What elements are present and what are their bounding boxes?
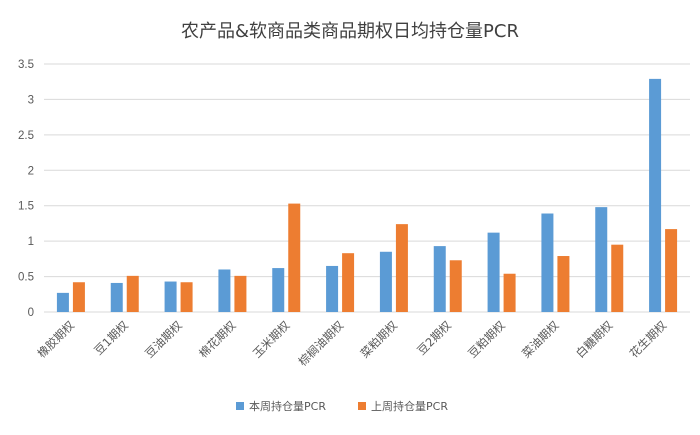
y-tick-label: 2.5: [18, 130, 34, 142]
y-tick-label: 1: [28, 236, 34, 248]
bar-this-week: [379, 251, 392, 312]
y-tick-label: 0.5: [18, 272, 34, 284]
bar-last-week: [234, 275, 247, 312]
x-category-label: 豆粕期权: [465, 318, 508, 361]
x-category-label: 白糖期权: [573, 318, 616, 361]
bar-last-week: [126, 275, 139, 312]
y-axis-ticks: 0 0.5 1 1.5 2 2.5 3 3.5: [18, 59, 34, 319]
y-tick-label: 3.5: [18, 59, 34, 71]
y-tick-label: 1.5: [18, 201, 34, 213]
x-category-label: 豆1期权: [91, 318, 131, 358]
bar-last-week: [342, 253, 355, 312]
bar-last-week: [449, 260, 462, 312]
bar-this-week: [541, 213, 554, 312]
bars: [56, 78, 678, 312]
bar-this-week: [433, 246, 446, 312]
x-category-label: 菜油期权: [519, 318, 562, 361]
bar-last-week: [288, 203, 301, 312]
chart-title: 农产品&软商品类商品期权日均持仓量PCR: [181, 21, 519, 42]
bar-last-week: [611, 244, 624, 312]
bar-this-week: [56, 292, 69, 312]
y-tick-label: 0: [28, 307, 34, 319]
bar-this-week: [272, 268, 285, 312]
bar-this-week: [164, 281, 177, 312]
bar-this-week: [218, 269, 231, 312]
bar-this-week: [487, 232, 500, 312]
legend: 本周持仓量PCR 上周持仓量PCR: [236, 399, 448, 413]
bar-last-week: [395, 224, 408, 312]
legend-label: 本周持仓量PCR: [249, 399, 326, 413]
bar-this-week: [110, 282, 123, 312]
legend-swatch: [358, 402, 366, 410]
gridlines: [44, 63, 690, 313]
bar-this-week: [649, 78, 662, 312]
x-axis-labels: 橡胶期权 豆1期权 豆油期权 棉花期权 玉米期权 棕榈油期权 菜粕期权 豆2期权 豆粕期权 菜油期…: [35, 318, 670, 369]
y-tick-label: 2: [28, 165, 34, 177]
legend-label: 上周持仓量PCR: [371, 399, 448, 413]
y-tick-label: 3: [28, 94, 34, 106]
x-category-label: 棉花期权: [196, 318, 239, 361]
bar-last-week: [557, 256, 570, 312]
legend-swatch: [236, 402, 244, 410]
x-category-label: 花生期权: [627, 318, 670, 361]
bar-last-week: [665, 229, 678, 312]
bar-last-week: [72, 282, 85, 312]
x-category-label: 橡胶期权: [35, 318, 78, 361]
x-category-label: 豆油期权: [142, 318, 185, 361]
x-category-label: 玉米期权: [250, 318, 293, 361]
bar-this-week: [595, 207, 608, 312]
x-category-label: 棕榈油期权: [296, 318, 347, 369]
bar-last-week: [180, 282, 193, 312]
x-category-label: 菜粕期权: [358, 318, 401, 361]
bar-last-week: [503, 273, 516, 312]
bar-this-week: [326, 265, 339, 312]
x-category-label: 豆2期权: [414, 318, 454, 358]
